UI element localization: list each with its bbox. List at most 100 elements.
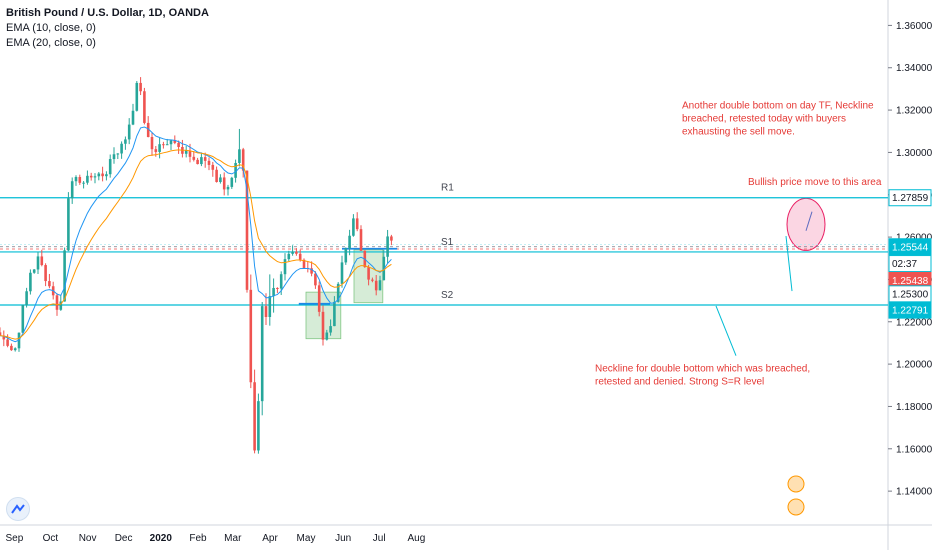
note-neckline-line: retested and denied. Strong S=R level bbox=[595, 377, 764, 388]
candle-body bbox=[378, 280, 382, 291]
candle-body bbox=[59, 301, 63, 310]
price-axis-tag-label: 02:37 bbox=[892, 259, 917, 270]
candle-body bbox=[158, 144, 161, 152]
ema20-legend: EMA (20, close, 0) bbox=[6, 37, 96, 49]
s1-label: S1 bbox=[441, 237, 454, 248]
candle-body bbox=[139, 82, 142, 92]
note-neckline-line: Neckline for double bottom which was bre… bbox=[595, 364, 810, 375]
candle-body bbox=[257, 401, 260, 451]
candle-body bbox=[32, 269, 36, 273]
candle-body bbox=[245, 170, 249, 290]
x-tick-label: 2020 bbox=[150, 533, 173, 544]
y-tick-label: 1.18000 bbox=[896, 402, 932, 413]
candle-body bbox=[344, 248, 348, 263]
candle-body bbox=[0, 332, 2, 336]
candle-body bbox=[131, 110, 135, 125]
candle-body bbox=[249, 289, 253, 383]
candle-body bbox=[215, 169, 218, 182]
tradingview-logo-icon[interactable] bbox=[6, 497, 30, 521]
candle-body bbox=[6, 339, 9, 346]
candle-body bbox=[283, 259, 287, 275]
candle-body bbox=[238, 149, 241, 163]
note-top-line: breached, retested today with buyers bbox=[682, 113, 846, 124]
note-top-line: exhausting the sell move. bbox=[682, 126, 795, 137]
candle-body bbox=[276, 287, 279, 289]
target-arrow bbox=[805, 211, 813, 231]
event-marker-icon bbox=[787, 498, 805, 516]
candle-body bbox=[268, 296, 272, 317]
candle-body bbox=[325, 332, 329, 340]
candle-body bbox=[82, 182, 85, 184]
chart-legend: British Pound / U.S. Dollar, 1D, OANDA E… bbox=[6, 6, 209, 51]
candle-body bbox=[317, 285, 321, 312]
x-tick-label: Nov bbox=[79, 533, 97, 544]
candle-body bbox=[355, 218, 359, 230]
candle-body bbox=[207, 160, 211, 165]
candle-body bbox=[116, 153, 120, 155]
x-tick-label: Mar bbox=[224, 533, 242, 544]
y-tick-label: 1.20000 bbox=[896, 360, 932, 371]
candle-body bbox=[135, 82, 139, 111]
candle-body bbox=[386, 236, 389, 257]
candle-body bbox=[348, 235, 351, 249]
event-marker-icon bbox=[787, 475, 805, 493]
candle-body bbox=[93, 176, 97, 178]
candle-body bbox=[154, 149, 158, 152]
y-tick-label: 1.16000 bbox=[896, 444, 932, 455]
candle-body bbox=[359, 229, 363, 251]
candle-body bbox=[352, 218, 355, 236]
candle-body bbox=[310, 268, 313, 274]
candle-body bbox=[10, 345, 13, 351]
ema10-legend: EMA (10, close, 0) bbox=[6, 22, 96, 34]
candle-body bbox=[169, 140, 173, 145]
x-tick-label: May bbox=[297, 533, 316, 544]
candle-body bbox=[253, 382, 256, 451]
candle-body bbox=[29, 272, 32, 292]
candle-body bbox=[295, 251, 298, 254]
price-axis-tag bbox=[888, 238, 932, 256]
x-tick-label: Jul bbox=[373, 533, 386, 544]
price-axis-tag-label: 1.25300 bbox=[892, 289, 929, 300]
candle-body bbox=[200, 157, 203, 165]
candle-body bbox=[78, 177, 82, 183]
price-axis-tag-label: 1.25544 bbox=[892, 242, 929, 253]
candle-body bbox=[44, 265, 47, 282]
candle-body bbox=[40, 256, 44, 266]
candle-body bbox=[222, 177, 226, 190]
candle-body bbox=[21, 304, 25, 333]
candle-body bbox=[196, 159, 199, 165]
y-tick-label: 1.26000 bbox=[896, 233, 932, 244]
x-tick-label: Dec bbox=[115, 533, 133, 544]
y-tick-label: 1.32000 bbox=[896, 106, 932, 117]
candle-body bbox=[371, 279, 374, 281]
candle-body bbox=[48, 281, 51, 287]
candle-body bbox=[97, 173, 101, 177]
x-tick-label: Jun bbox=[335, 533, 351, 544]
price-axis-tag bbox=[888, 255, 932, 273]
target-ellipse bbox=[786, 197, 826, 251]
candle-body bbox=[279, 274, 283, 289]
candle-body bbox=[70, 181, 74, 199]
candle-body bbox=[219, 177, 222, 182]
candle-body bbox=[127, 124, 131, 140]
candle-body bbox=[63, 250, 66, 302]
candle-body bbox=[260, 306, 264, 402]
note-bullish: Bullish price move to this area bbox=[748, 177, 882, 188]
annotation-arrow bbox=[785, 235, 793, 292]
y-tick-label: 1.22000 bbox=[896, 317, 932, 328]
candle-body bbox=[36, 256, 40, 270]
price-axis-tag-label: 1.27859 bbox=[892, 193, 929, 204]
candle-body bbox=[105, 174, 108, 177]
candle-body bbox=[314, 273, 317, 286]
candle-body bbox=[321, 311, 325, 340]
s2-label: S2 bbox=[441, 290, 454, 301]
candle-body bbox=[340, 262, 344, 284]
candle-body bbox=[184, 150, 188, 154]
candle-body bbox=[211, 164, 215, 170]
candle-body bbox=[291, 251, 294, 254]
candle-body bbox=[143, 91, 146, 123]
candle-body bbox=[234, 162, 237, 178]
note-top-line: Another double bottom on day TF, Necklin… bbox=[682, 100, 874, 111]
